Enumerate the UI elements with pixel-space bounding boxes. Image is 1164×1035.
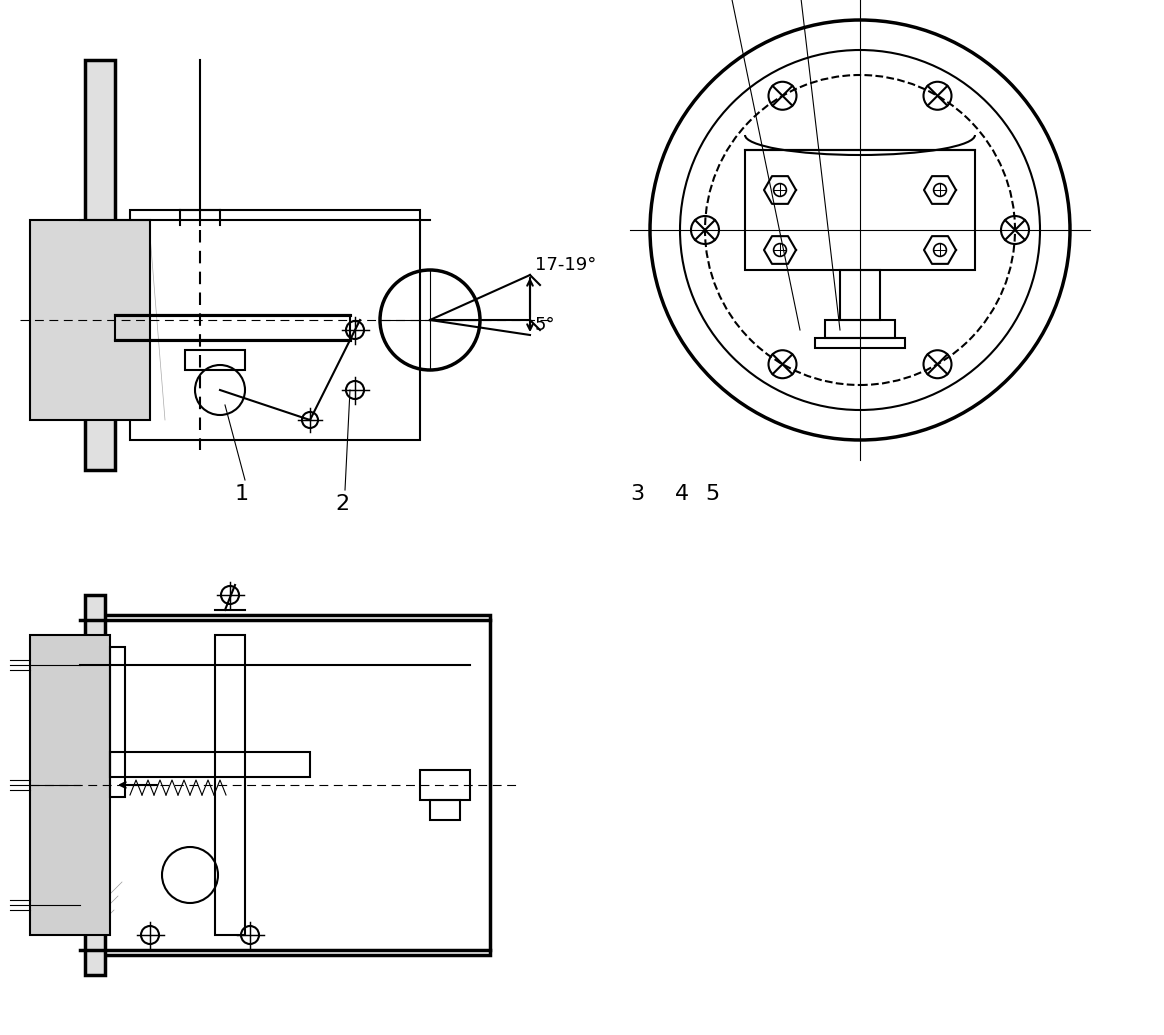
Bar	[111, 752, 310, 777]
Bar	[840, 270, 880, 320]
Bar	[815, 338, 904, 348]
Bar	[745, 150, 975, 270]
Bar	[430, 800, 460, 820]
Text: 3: 3	[630, 484, 644, 504]
Bar	[420, 770, 470, 800]
Bar	[215, 635, 244, 935]
Bar	[30, 635, 111, 935]
Text: 1: 1	[235, 484, 249, 504]
Bar	[100, 615, 490, 955]
Text: 4: 4	[675, 484, 689, 504]
Bar	[185, 350, 244, 369]
Text: 2: 2	[335, 494, 349, 514]
Text: 17-19°: 17-19°	[535, 256, 596, 274]
Bar	[30, 220, 150, 420]
Bar	[115, 315, 350, 341]
Bar	[85, 595, 105, 975]
Bar	[825, 320, 895, 338]
Text: 5°: 5°	[535, 316, 555, 334]
Bar	[111, 647, 125, 797]
Bar	[85, 60, 115, 470]
Text: 5: 5	[705, 484, 719, 504]
Bar	[130, 210, 420, 440]
